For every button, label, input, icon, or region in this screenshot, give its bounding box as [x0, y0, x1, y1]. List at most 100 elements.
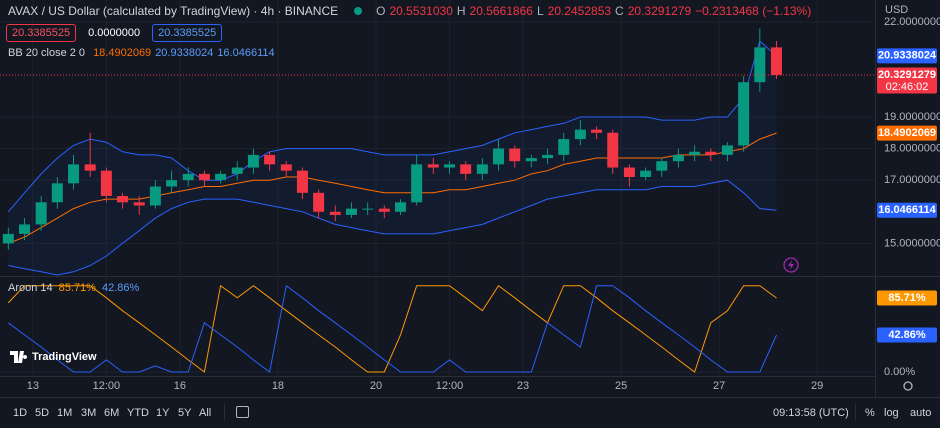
- bb-basis-value: 18.4902069: [93, 47, 152, 59]
- scale-option[interactable]: log: [884, 407, 899, 419]
- symbol-title: AVAX / US Dollar (calculated by TradingV…: [8, 4, 339, 18]
- candle-body: [198, 173, 210, 181]
- x-tick-label: 25: [615, 380, 627, 392]
- candle-body: [329, 211, 341, 215]
- x-tick-label: 13: [27, 380, 39, 392]
- aroon-down-value: 42.86%: [101, 282, 140, 294]
- brand: TradingView: [32, 351, 97, 363]
- candle-body: [51, 183, 63, 203]
- candle-body: [623, 167, 635, 178]
- candle-body: [247, 154, 259, 168]
- candle-body: [68, 164, 80, 184]
- candle-body: [231, 167, 243, 174]
- toolbar-divider: [224, 403, 225, 421]
- settings-icon[interactable]: [903, 381, 913, 391]
- range-button[interactable]: All: [199, 407, 212, 419]
- aroon-badge-bg: [877, 327, 937, 343]
- range-button[interactable]: 1D: [13, 407, 28, 419]
- scale-option[interactable]: %: [865, 407, 875, 419]
- x-tick-label: 18: [272, 380, 284, 392]
- candle-body: [215, 173, 227, 181]
- upper-badge-bg: [877, 48, 937, 64]
- toolbar: 1D 5D 1M 3M 6M YTD 1Y 5Y All 09:13:58 (U…: [0, 397, 940, 428]
- toolbar-divider: [855, 403, 856, 421]
- candle-body: [280, 164, 292, 171]
- candle-body: [264, 154, 276, 165]
- candle-body: [738, 82, 750, 146]
- aroon-line: [8, 284, 777, 373]
- upper-badge: 20.9338024: [878, 50, 937, 62]
- x-tick-label: 12:00: [93, 380, 121, 392]
- band-lower: [8, 179, 777, 276]
- candle-body: [427, 164, 439, 168]
- bb-legend: BB 20 close 2 0 18.4902069 20.9338024 16…: [8, 47, 275, 59]
- plot-layer: [0, 0, 875, 375]
- aroon-badge: 42.86%: [888, 329, 926, 341]
- candle-body: [476, 164, 488, 174]
- y-tick-label: 22.0000000: [884, 16, 940, 28]
- ohlc-label: C: [615, 4, 624, 18]
- candle-body: [721, 145, 733, 155]
- bb-lower-value: 16.0466114: [217, 47, 275, 59]
- x-tick-label: 12:00: [436, 380, 464, 392]
- candle-body: [542, 154, 554, 159]
- range-button[interactable]: 5D: [35, 407, 50, 419]
- x-tick-label: 20: [370, 380, 382, 392]
- lower-badge-bg: [877, 202, 937, 218]
- range-button[interactable]: 1M: [57, 407, 73, 419]
- lower-badge: 16.0466114: [878, 204, 936, 216]
- candle-body: [656, 161, 668, 171]
- candle-body: [558, 139, 570, 155]
- scale-option[interactable]: auto: [910, 407, 932, 419]
- ohlc-label: O: [376, 4, 386, 18]
- sell-box[interactable]: 20.3385525: [6, 24, 77, 42]
- candle-body: [460, 164, 472, 174]
- candle-body: [296, 170, 308, 193]
- range-button[interactable]: 3M: [81, 407, 97, 419]
- x-tick-label: 23: [517, 380, 529, 392]
- date-range-icon[interactable]: [236, 406, 249, 418]
- x-tick-label: 16: [174, 380, 186, 392]
- band-basis: [8, 132, 777, 244]
- ohlc-value: 20.2452853: [547, 4, 612, 18]
- candle-body: [591, 129, 603, 133]
- price-boxes: 20.3385525 0.0000000 20.3385525: [6, 24, 223, 42]
- logo: TradingView: [10, 351, 97, 363]
- alert-icon: [783, 257, 799, 273]
- aroon-badge-bg: [877, 290, 937, 306]
- candle-body: [607, 132, 619, 168]
- candle-body: [689, 151, 701, 155]
- band-upper: [7, 40, 777, 213]
- range-button[interactable]: 6M: [104, 407, 120, 419]
- candle-body: [19, 224, 31, 234]
- x-tick-label: 29: [811, 380, 823, 392]
- band-fill: [8, 41, 777, 275]
- aroon-up-value: 85.71%: [58, 282, 96, 294]
- range-button[interactable]: 5Y: [178, 407, 192, 419]
- y-tick-label: 18.0000000: [884, 142, 940, 154]
- candle-body: [133, 202, 145, 206]
- candle-body: [493, 148, 505, 165]
- ohlc-value: 20.5531030: [389, 4, 453, 18]
- change: −0.2313468 (−1.13%): [695, 4, 812, 18]
- last-price-badge: 20.3291279: [878, 69, 936, 81]
- buy-box[interactable]: 20.3385525: [152, 24, 223, 42]
- candle-body: [35, 202, 47, 225]
- candle-body: [313, 192, 325, 212]
- header: AVAX / US Dollar (calculated by TradingV…: [8, 4, 811, 18]
- candle-body: [345, 208, 357, 215]
- candle-body: [754, 47, 766, 83]
- clock: 09:13:58 (UTC): [773, 407, 849, 419]
- range-button[interactable]: 1Y: [156, 407, 170, 419]
- candle-body: [182, 173, 194, 181]
- candle-body: [705, 151, 717, 155]
- candle-body: [509, 148, 521, 162]
- y-tick-label: 0.00%: [884, 366, 915, 378]
- candle-body: [640, 170, 652, 178]
- candle-body: [770, 47, 782, 75]
- candle-body: [117, 195, 129, 203]
- candle-body: [149, 186, 161, 206]
- ohlc-value: 20.3291279: [627, 4, 692, 18]
- range-button[interactable]: YTD: [127, 407, 149, 419]
